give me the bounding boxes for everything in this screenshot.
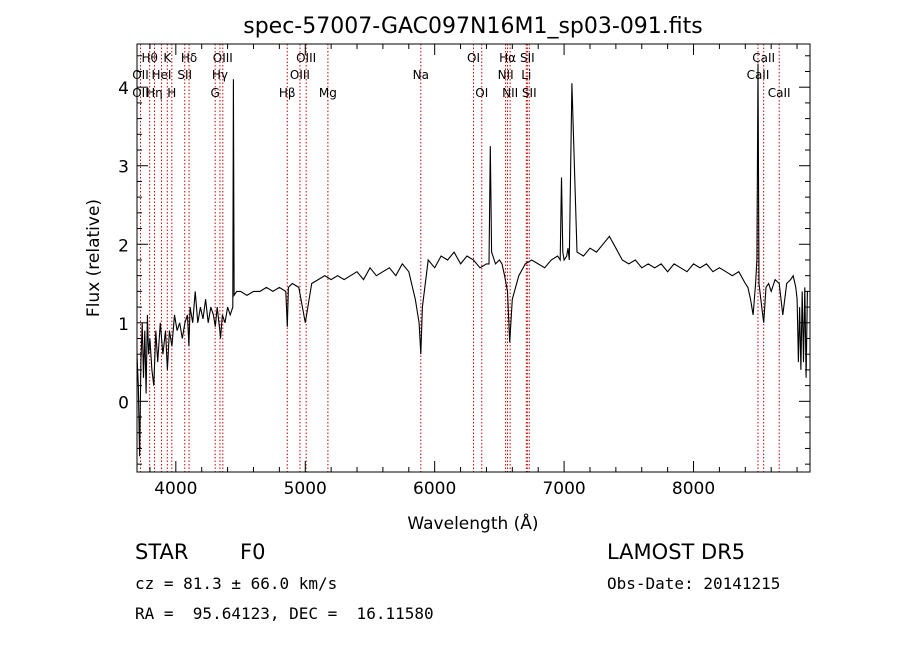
sky-coordinates: RA = 95.64123, DEC = 16.11580 (135, 604, 434, 623)
y-tick-label-1: 1 (118, 315, 129, 335)
line-label-11: G (211, 86, 220, 100)
plot-frame (136, 43, 811, 473)
survey-name: LAMOST DR5 (607, 540, 746, 564)
x-tick-label-4000: 4000 (154, 479, 197, 499)
line-label-22: SII (520, 51, 535, 65)
chart-title: spec-57007-GAC097N16M1_sp03-091.fits (243, 14, 703, 39)
line-label-18: OI (475, 86, 488, 100)
spectral-line-markers (139, 44, 780, 472)
line-label-25: CaII (752, 51, 775, 65)
y-tick-label-3: 3 (118, 158, 129, 178)
y-tick-label-2: 2 (118, 236, 129, 256)
axis-ticks: 4000 5000 6000 7000 8000 0 1 2 3 4 (118, 44, 810, 499)
line-label-13: OIII (296, 51, 316, 65)
line-label-7: Hδ (181, 51, 197, 65)
line-label-19: Hα (499, 51, 516, 65)
line-label-5: K (163, 51, 172, 65)
redshift-velocity: cz = 81.3 ± 66.0 km/s (135, 574, 338, 593)
y-tick-label-4: 4 (118, 79, 129, 99)
line-label-3: Hη (146, 86, 163, 100)
line-label-8: SII (177, 68, 192, 82)
line-label-23: Li (521, 68, 531, 82)
line-label-0: Hθ (141, 51, 157, 65)
line-label-15: Mg (319, 86, 337, 100)
line-label-24: SII (522, 86, 537, 100)
line-label-1: OII (132, 68, 149, 82)
line-label-17: OI (467, 51, 480, 65)
object-class: STAR (135, 540, 189, 564)
line-label-16: Na (413, 68, 429, 82)
x-tick-label-6000: 6000 (413, 479, 456, 499)
object-subclass: F0 (240, 540, 266, 564)
x-tick-label-7000: 7000 (542, 479, 585, 499)
x-tick-label-5000: 5000 (284, 479, 327, 499)
y-tick-label-0: 0 (118, 393, 129, 413)
y-axis-label: Flux (relative) (84, 199, 104, 317)
line-label-6: H (167, 86, 176, 100)
line-label-12: Hβ (279, 86, 296, 100)
x-axis-label: Wavelength (Å) (407, 512, 538, 534)
line-label-2: OII (132, 86, 149, 100)
line-label-9: OIII (213, 51, 233, 65)
line-label-21: NII (502, 86, 518, 100)
spectrum-line (136, 63, 808, 457)
x-tick-label-8000: 8000 (672, 479, 715, 499)
line-label-14: OIII (290, 68, 310, 82)
line-label-27: CaII (768, 86, 791, 100)
line-label-20: NII (498, 68, 514, 82)
line-label-10: Hγ (212, 68, 228, 82)
observation-date: Obs-Date: 20141215 (607, 574, 781, 593)
line-label-4: HeI (151, 68, 171, 82)
